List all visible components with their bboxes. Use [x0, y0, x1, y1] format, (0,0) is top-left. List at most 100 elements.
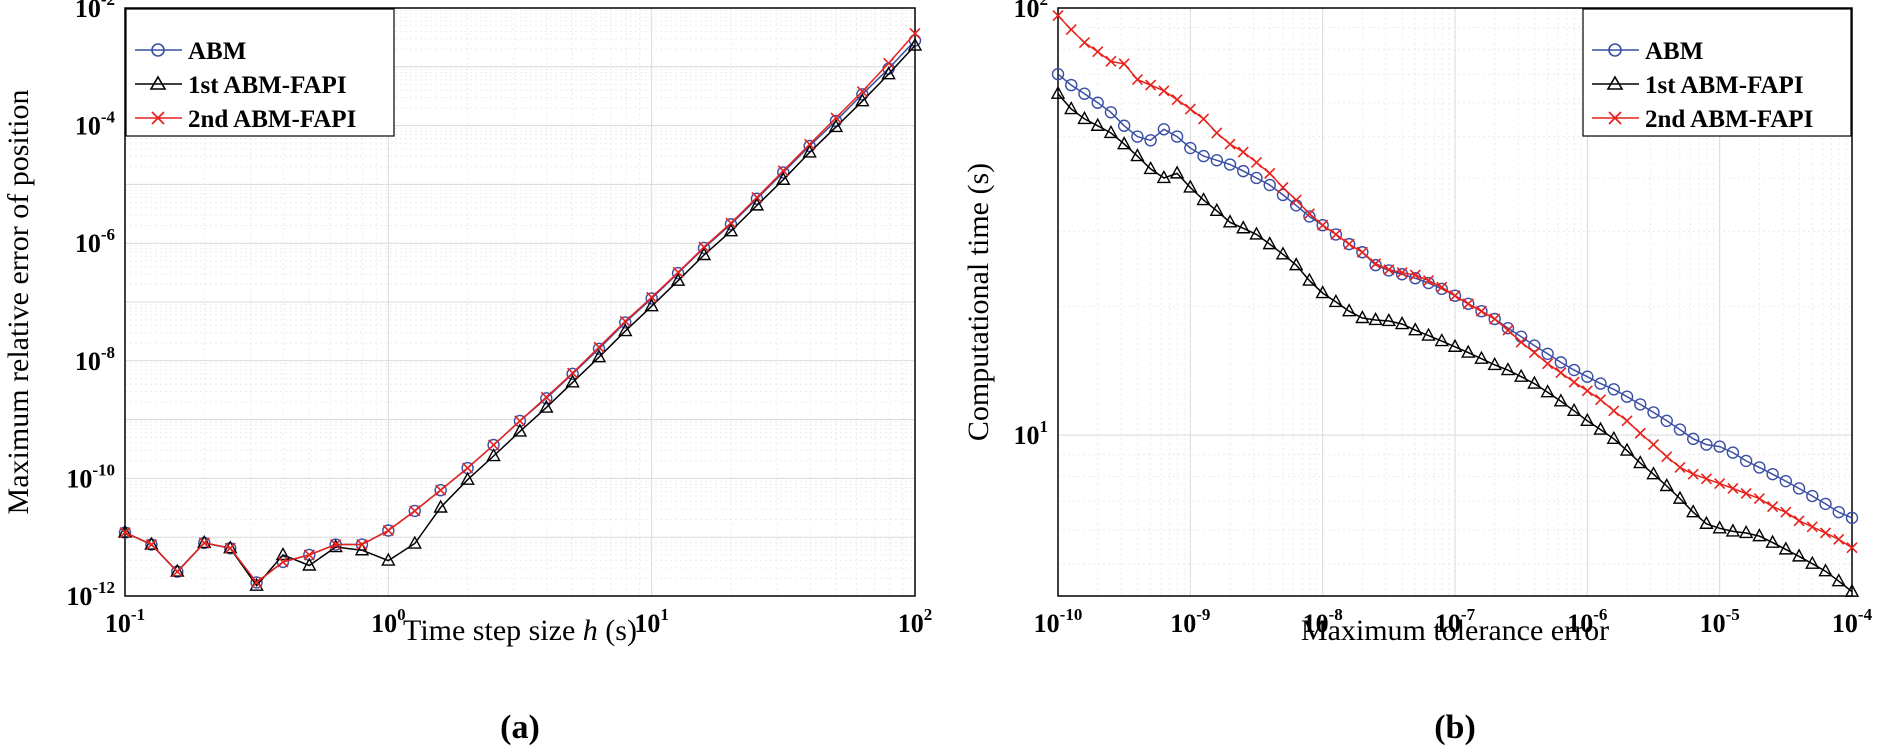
b-y-tick-label: 102 — [1014, 0, 1049, 23]
b-point-abm — [1475, 305, 1488, 318]
b-point-fapi2 — [1489, 313, 1501, 325]
b-point-abm — [1303, 210, 1316, 223]
a-point-fapi2 — [488, 439, 500, 451]
b-point-fapi2 — [1634, 427, 1646, 439]
b-point-fapi2 — [1581, 385, 1593, 397]
panel-b-legend-marker-fapi1 — [1606, 75, 1624, 90]
b-point-abm — [1554, 356, 1568, 369]
b-point-fapi1 — [1844, 583, 1860, 597]
b-x-tick-label: 10-10 — [1034, 605, 1083, 638]
b-point-fapi1 — [1487, 356, 1502, 371]
b-point-fapi2 — [1542, 358, 1554, 370]
a-point-abm — [592, 342, 606, 355]
b-x-tick-exp: -4 — [1858, 605, 1873, 624]
a-point-fapi1 — [407, 535, 422, 549]
a-point-fapi2 — [251, 576, 263, 589]
b-point-fapi2 — [1449, 290, 1461, 302]
b-point-fapi2 — [1290, 194, 1302, 206]
a-point-abm — [724, 218, 738, 231]
a-y-tick-base: 10 — [75, 112, 101, 141]
b-point-abm — [1541, 347, 1554, 361]
b-point-abm — [1369, 258, 1382, 272]
b-point-fapi2 — [1780, 506, 1792, 518]
panel-a-y-axis-label: Maximum relative error of position — [2, 90, 35, 515]
b-series-fapi1 — [1050, 85, 1860, 597]
b-point-fapi2 — [1158, 85, 1170, 97]
panel-a-legend-marker-fapi2 — [151, 111, 165, 125]
b-x-tick-base: 10 — [1832, 609, 1858, 638]
b-point-fapi1 — [1289, 257, 1304, 271]
b-point-fapi2 — [1793, 515, 1805, 527]
panel-a-x-axis-label: Time step size h (s) — [403, 614, 637, 647]
b-x-tick-label: 10-7 — [1435, 605, 1476, 638]
b-point-abm — [1528, 339, 1541, 352]
a-point-abm — [513, 414, 527, 428]
b-point-fapi2 — [1528, 347, 1540, 359]
b-point-abm — [1435, 282, 1448, 296]
b-point-fapi1 — [1209, 202, 1224, 217]
b-point-fapi1 — [1434, 333, 1449, 347]
a-point-fapi2 — [224, 542, 236, 554]
a-point-fapi1 — [749, 197, 765, 211]
panel-a-legend-label-fapi1: 1st ABM-FAPI — [188, 72, 347, 99]
a-point-fapi2 — [567, 367, 579, 379]
b-point-fapi2 — [1475, 305, 1488, 317]
b-point-fapi1 — [1275, 246, 1291, 260]
b-point-fapi2 — [1171, 94, 1183, 106]
b-point-fapi2 — [1753, 493, 1765, 505]
a-point-abm — [250, 576, 263, 589]
a-point-fapi1 — [170, 563, 185, 577]
b-point-fapi2 — [1714, 478, 1726, 490]
b-point-fapi1 — [1394, 316, 1410, 330]
a-point-fapi1 — [591, 349, 607, 363]
b-point-fapi1 — [1593, 421, 1608, 435]
b-x-tick-label: 10-8 — [1303, 605, 1343, 638]
b-point-abm — [1448, 289, 1462, 302]
a-y-tick-base: 10 — [66, 582, 92, 611]
a-point-fapi1 — [907, 37, 923, 51]
b-point-abm — [1131, 130, 1144, 143]
b-point-fapi2 — [1184, 103, 1196, 115]
b-point-fapi1 — [1368, 312, 1383, 326]
b-point-fapi1 — [1156, 169, 1172, 184]
b-point-abm — [1726, 446, 1740, 459]
a-y-tick-base: 10 — [75, 0, 101, 23]
b-x-tick-label: 10-5 — [1700, 605, 1740, 638]
b-point-fapi1 — [1196, 192, 1211, 206]
b-series-line-fapi1 — [1057, 93, 1853, 593]
panel-b-legend: ABM 1st ABM-FAPI 2nd ABM-FAPI — [1582, 8, 1852, 137]
b-point-fapi1 — [1183, 179, 1198, 193]
b-point-abm — [1117, 119, 1131, 132]
b-point-fapi1 — [1540, 384, 1555, 398]
b-point-fapi1 — [1447, 338, 1463, 352]
b-point-fapi1 — [1791, 548, 1807, 562]
a-point-fapi1 — [618, 323, 633, 337]
a-point-fapi1 — [828, 118, 844, 133]
a-point-fapi1 — [433, 499, 448, 513]
b-point-abm — [1356, 246, 1369, 259]
b-point-fapi2 — [1806, 521, 1818, 533]
panel-a-x-label-pre: Time step size — [403, 614, 583, 647]
a-y-tick-label: 10-2 — [75, 0, 115, 23]
b-x-tick-label: 10-6 — [1567, 605, 1607, 638]
b-point-abm — [1806, 489, 1819, 503]
a-point-abm — [540, 392, 553, 405]
a-point-fapi2 — [856, 85, 868, 98]
a-point-fapi2 — [514, 415, 526, 427]
panel-b-legend-entry-fapi2: 2nd ABM-FAPI — [1592, 106, 1813, 133]
b-point-fapi2 — [1462, 298, 1474, 310]
b-point-fapi1 — [1686, 504, 1701, 518]
b-point-fapi2 — [1436, 281, 1448, 293]
b-point-fapi1 — [1249, 226, 1264, 240]
b-point-fapi2 — [1422, 275, 1435, 287]
panel-a-series — [117, 27, 923, 591]
b-point-fapi1 — [1619, 442, 1635, 456]
a-point-fapi2 — [540, 391, 552, 403]
b-point-fapi2 — [1383, 264, 1395, 276]
b-point-fapi1 — [1064, 101, 1079, 115]
panel-b-x-ticks: 10-10 10-9 10-8 10-7 10-6 10-5 10-4 — [1034, 605, 1873, 638]
a-series-line-fapi1 — [124, 44, 916, 587]
a-point-fapi1 — [486, 448, 501, 462]
a-point-fapi1 — [670, 272, 686, 286]
